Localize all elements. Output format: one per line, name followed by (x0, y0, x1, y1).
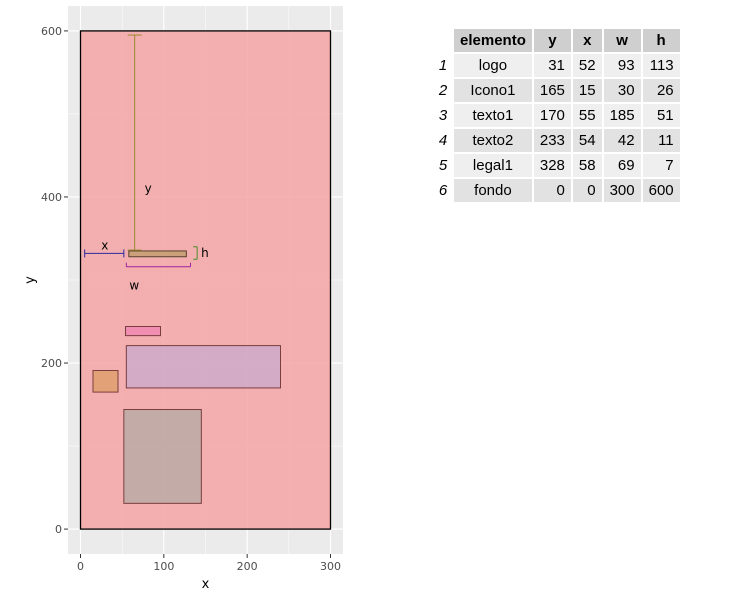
table-header-x: x (572, 29, 602, 52)
y-tick-label: 200 (41, 357, 62, 370)
table-row: 3 texto1 170 55 185 51 (434, 104, 680, 127)
cell-y: 170 (533, 104, 571, 127)
x-tick-label: 0 (77, 560, 84, 573)
y-tick-label: 0 (55, 523, 62, 536)
table-row: 5 legal1 328 58 69 7 (434, 154, 680, 177)
table-row: 1 logo 31 52 93 113 (434, 54, 680, 77)
cell-w: 300 (603, 179, 641, 202)
cell-y: 165 (533, 79, 571, 102)
row-number: 6 (438, 182, 448, 199)
cell-x: 52 (572, 54, 602, 77)
row-number: 3 (438, 107, 448, 124)
cell-h: 600 (642, 179, 680, 202)
cell-y: 233 (533, 129, 571, 152)
data-table: elemento y x w h 1 logo 31 52 93 113 2 Icono1 16… (432, 27, 682, 204)
w-measure-label: w (129, 279, 139, 293)
annotation-layer: y x w h (84, 34, 209, 293)
y-tick-label: 600 (41, 25, 62, 38)
table-header-row: elemento y x w h (434, 29, 680, 52)
data-table-container: elemento y x w h 1 logo 31 52 93 113 2 Icono1 16… (432, 27, 682, 204)
cell-x: 0 (572, 179, 602, 202)
cell-elemento: texto1 (454, 104, 532, 127)
x-axis-ticks: 0 100 200 300 (77, 554, 341, 573)
cell-x: 58 (572, 154, 602, 177)
cell-elemento: Icono1 (454, 79, 532, 102)
y-measure-label: y (145, 182, 152, 196)
cell-w: 42 (603, 129, 641, 152)
table-row: 4 texto2 233 54 42 11 (434, 129, 680, 152)
row-number: 1 (438, 57, 448, 74)
table-header-h: h (642, 29, 680, 52)
y-axis-title: y (23, 276, 38, 284)
x-axis-title: x (202, 577, 210, 592)
cell-elemento: fondo (454, 179, 532, 202)
cell-h: 11 (642, 129, 680, 152)
table-body: 1 logo 31 52 93 113 2 Icono1 165 15 30 26 3 texto1 170… (434, 54, 680, 202)
cell-h: 26 (642, 79, 680, 102)
row-number: 4 (438, 132, 448, 149)
rect-texto1 (125, 345, 282, 389)
cell-h: 51 (642, 104, 680, 127)
cell-y: 31 (533, 54, 571, 77)
cell-x: 15 (572, 79, 602, 102)
cell-elemento: logo (454, 54, 532, 77)
cell-y: 0 (533, 179, 571, 202)
rect-fondo (79, 30, 332, 530)
table-header-elemento: elemento (454, 29, 532, 52)
x-measure-label: x (101, 238, 108, 252)
layout-chart: y x w h 0 100 200 300 0 200 400 600 x y (23, 6, 343, 592)
cell-y: 328 (533, 154, 571, 177)
rect-icono1 (92, 370, 119, 393)
x-tick-label: 100 (153, 560, 174, 573)
cell-w: 69 (603, 154, 641, 177)
x-tick-label: 200 (237, 560, 258, 573)
cell-h: 7 (642, 154, 680, 177)
cell-h: 113 (642, 54, 680, 77)
cell-elemento: legal1 (454, 154, 532, 177)
h-measure-label: h (201, 246, 209, 260)
table-row: 6 fondo 0 0 300 600 (434, 179, 680, 202)
table-row: 2 Icono1 165 15 30 26 (434, 79, 680, 102)
table-header-y: y (533, 29, 571, 52)
row-number: 5 (438, 157, 448, 174)
cell-x: 55 (572, 104, 602, 127)
row-number: 2 (438, 82, 448, 99)
cell-w: 185 (603, 104, 641, 127)
x-tick-label: 300 (320, 560, 341, 573)
cell-w: 93 (603, 54, 641, 77)
rect-texto2 (125, 325, 161, 337)
table-header-blank (434, 29, 452, 52)
y-axis-ticks: 0 200 400 600 (41, 25, 68, 536)
cell-x: 54 (572, 129, 602, 152)
y-tick-label: 400 (41, 191, 62, 204)
rect-layer (79, 30, 332, 530)
rect-logo (123, 409, 202, 504)
table-header-w: w (603, 29, 641, 52)
cell-w: 30 (603, 79, 641, 102)
cell-elemento: texto2 (454, 129, 532, 152)
rect-legal1 (128, 250, 187, 258)
